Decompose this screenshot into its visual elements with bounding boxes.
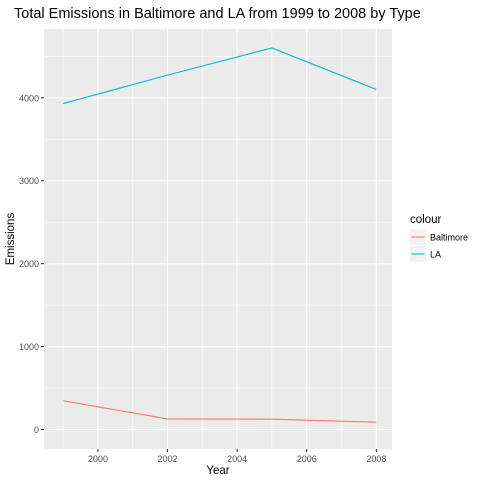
y-axis-label: Emissions: [5, 213, 17, 266]
x-tick-label: 2000: [88, 454, 108, 464]
series-line-la: [62, 47, 377, 105]
y-tick-label: 4000: [19, 93, 39, 103]
y-tick-label: 2000: [19, 259, 39, 269]
y-tick-label: 0: [34, 425, 39, 435]
legend-label-baltimore: Baltimore: [430, 233, 468, 243]
series-lines: [62, 47, 377, 423]
series-line-baltimore: [63, 400, 377, 423]
legend-label-la: LA: [430, 250, 441, 260]
legend-title: colour: [410, 214, 441, 226]
plot-panel: [44, 29, 392, 449]
x-tick-label: 2002: [158, 454, 178, 464]
x-tick-label: 2008: [366, 454, 386, 464]
legend: colour Baltimore LA: [410, 214, 468, 262]
x-axis-ticks: 2000 2002 2004 2006 2008: [88, 449, 386, 464]
x-tick-label: 2006: [297, 454, 317, 464]
legend-items: Baltimore LA: [410, 229, 468, 262]
chart-title: Total Emissions in Baltimore and LA from…: [14, 6, 421, 22]
major-gridlines: [44, 29, 392, 449]
x-tick-label: 2004: [227, 454, 247, 464]
y-tick-label: 1000: [19, 342, 39, 352]
y-tick-label: 3000: [19, 176, 39, 186]
x-axis-label: Year: [206, 465, 229, 477]
minor-gridlines: [44, 29, 392, 449]
y-axis-ticks: 0 1000 2000 3000 4000: [19, 93, 44, 435]
